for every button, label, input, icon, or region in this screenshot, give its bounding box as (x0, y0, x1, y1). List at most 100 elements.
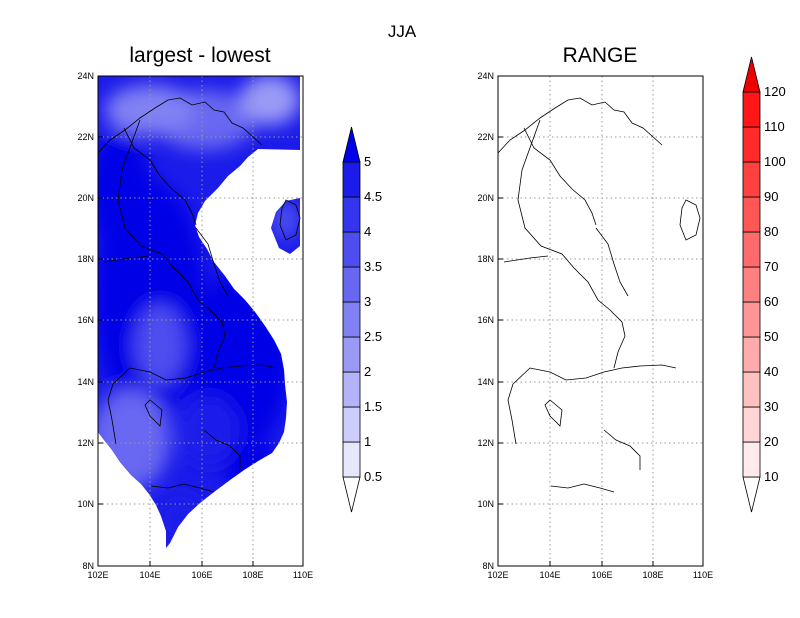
field-patch (155, 495, 205, 545)
lon-axis-left: 102E 104E 106E 108E 110E (87, 561, 313, 580)
lon-tick-label: 102E (87, 570, 108, 580)
country-boundaries-right (497, 97, 701, 493)
colorbar-label: 10 (764, 469, 778, 484)
colorbar-label: 20 (764, 434, 778, 449)
lat-tick-label: 8N (482, 561, 494, 571)
panel-largest-lowest: largest - lowest 24N22N20N18N16N14N12N10… (77, 44, 382, 580)
lat-tick-label: 8N (82, 561, 94, 571)
lat-tick-label: 12N (77, 438, 94, 448)
lat-tick-label: 22N (77, 132, 94, 142)
field-patch (105, 85, 195, 135)
colorbar-label: 1.5 (364, 399, 382, 414)
lon-tick-label: 108E (642, 570, 663, 580)
field-patch (270, 200, 300, 240)
colorbar-label: 110 (764, 119, 785, 134)
colorbar-bin (342, 441, 361, 478)
lon-tick-label: 102E (487, 570, 508, 580)
main-title: JJA (388, 22, 417, 41)
lon-tick-label: 106E (191, 570, 212, 580)
field-patch (240, 76, 300, 125)
field-patch (180, 395, 240, 465)
colorbar-bin (742, 91, 761, 128)
lat-tick-label: 14N (477, 377, 494, 387)
lat-tick-label: 12N (477, 438, 494, 448)
colorbar-bin (742, 126, 761, 163)
lat-tick-label: 10N (77, 499, 94, 509)
colorbar-label: 30 (764, 399, 778, 414)
colorbar-upper-arrow (342, 126, 361, 163)
colorbar-bin (742, 196, 761, 233)
lon-tick-label: 106E (591, 570, 612, 580)
lat-tick-label: 18N (477, 254, 494, 264)
field-range (490, 76, 710, 566)
colorbar-bin (342, 406, 361, 443)
gridlines-left (98, 76, 303, 566)
map-frame-left (97, 75, 304, 567)
colorbar-bin (342, 266, 361, 303)
lat-tick-label: 20N (477, 193, 494, 203)
lon-tick-label: 104E (139, 570, 160, 580)
field-patch (590, 260, 700, 460)
colorbar-label: 3.5 (364, 259, 382, 274)
lon-tick-label: 110E (693, 570, 713, 580)
colorbar-label: 90 (764, 189, 778, 204)
lat-tick-label: 24N (77, 71, 94, 81)
colorbar-bin (742, 336, 761, 373)
lon-tick-label: 104E (539, 570, 560, 580)
colorbar-lower-arrow (342, 476, 361, 513)
colorbar-label: 3 (364, 294, 371, 309)
lat-tick-label: 20N (77, 193, 94, 203)
colorbar-bin (742, 231, 761, 268)
lon-tick-label: 108E (242, 570, 263, 580)
lon-tick-label: 110E (293, 570, 313, 580)
field-patch (98, 130, 150, 250)
colorbar-bin (342, 196, 361, 233)
colorbar-bin (342, 336, 361, 373)
colorbar-bin (342, 301, 361, 338)
colorbar-bin (342, 231, 361, 268)
lat-tick-label: 24N (477, 71, 494, 81)
field-patch (98, 390, 170, 490)
lat-tick-label: 18N (77, 254, 94, 264)
lat-tick-label: 16N (77, 315, 94, 325)
field-patch (560, 240, 620, 320)
field-patch (670, 200, 700, 240)
colorbar-bin (742, 371, 761, 408)
lat-tick-label: 22N (477, 132, 494, 142)
lat-axis-left: 24N 22N 20N 18N 16N 14N 12N 10N 8N (77, 71, 103, 571)
field-patch (135, 305, 185, 385)
field-patch (600, 280, 660, 370)
colorbar-label: 40 (764, 364, 778, 379)
gridlines-right (498, 76, 703, 566)
colorbar-label: 5 (364, 154, 371, 169)
colorbar-upper-arrow (742, 56, 761, 93)
colorbar-label: 4 (364, 224, 371, 239)
field-patch (590, 95, 680, 165)
panel-title-left: largest - lowest (129, 44, 270, 67)
colorbar-label: 2 (364, 364, 371, 379)
colorbar-bin (342, 371, 361, 408)
field-patch (225, 445, 285, 495)
country-boundaries-left (97, 97, 301, 493)
field-patch (630, 390, 700, 470)
map-frame-right (497, 75, 704, 567)
colorbar-bin (742, 266, 761, 303)
colorbar-label: 120 (764, 84, 786, 99)
colorbar-label: 100 (764, 154, 786, 169)
field-patch (520, 85, 620, 135)
colorbar-label: 50 (764, 329, 778, 344)
colorbar-label: 4.5 (364, 189, 382, 204)
field-patch (490, 165, 570, 255)
lon-axis-right: 102E 104E 106E 108E 110E (487, 561, 713, 580)
colorbar-bin (342, 161, 361, 198)
colorbar-label: 0.5 (364, 469, 382, 484)
colorbar-lower-arrow (742, 476, 761, 513)
colorbar-bin (742, 301, 761, 338)
colorbar-label: 1 (364, 434, 371, 449)
colorbar-label: 2.5 (364, 329, 382, 344)
lat-tick-label: 14N (77, 377, 94, 387)
colorbar-left: 0.5 1 1.5 2 2.5 3 3.5 4 4.5 5 (342, 126, 382, 513)
colorbar-bin (742, 406, 761, 443)
